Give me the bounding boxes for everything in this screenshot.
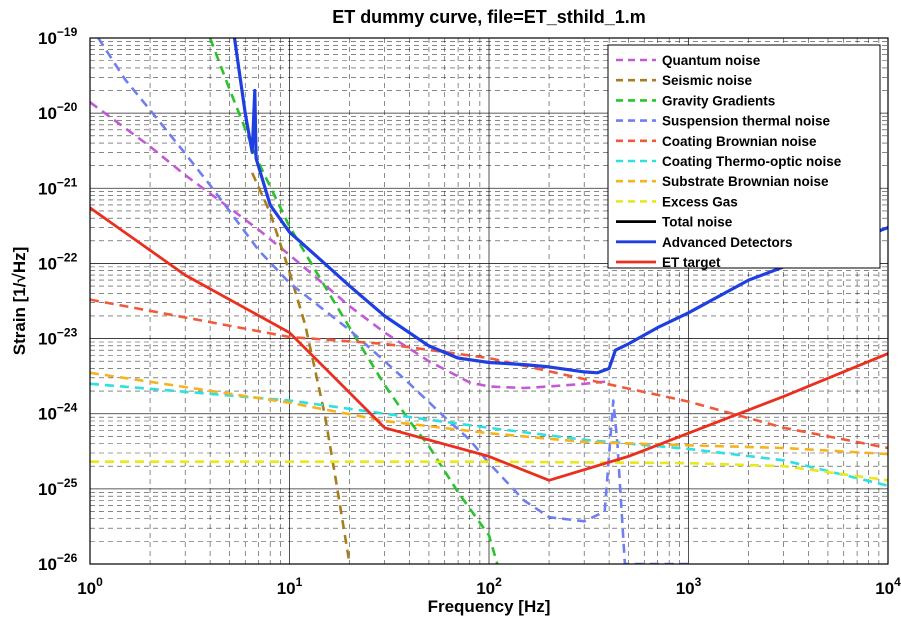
x-tick-label: 103: [676, 575, 702, 598]
legend: Quantum noise Seismic noise Gravity Gradie…: [607, 44, 881, 270]
y-tick-label: 10−25: [38, 476, 78, 499]
legend-label-et-target: ET target: [662, 255, 721, 270]
legend-label-quantum-noise: Quantum noise: [662, 53, 761, 68]
y-tick-label: 10−22: [38, 250, 78, 273]
y-axis-label: Strain [1/√Hz]: [10, 247, 29, 356]
y-tick-label: 10−19: [38, 25, 78, 48]
y-tick-label: 10−26: [38, 551, 78, 574]
x-tick-label: 101: [277, 575, 303, 598]
series-line-quantum-noise: [90, 101, 610, 390]
legend-label-suspension-thermal-noise: Suspension thermal noise: [662, 114, 831, 129]
series-line-coating-thermo-optic-noise: [90, 382, 888, 487]
legend-label-coating-brownian-noise: Coating Brownian noise: [662, 134, 817, 149]
y-tick-label: 10−23: [38, 326, 78, 349]
x-tick-label: 102: [476, 575, 502, 598]
legend-label-seismic-noise: Seismic noise: [662, 73, 753, 88]
series-line-suspension-thermal-noise: [97, 38, 689, 564]
series-line-coating-brownian-noise: [90, 298, 888, 450]
legend-label-coating-thermo-optic-noise: Coating Thermo-optic noise: [662, 154, 842, 169]
series-line-advanced-detectors: [232, 38, 888, 375]
legend-box: [607, 44, 881, 269]
series-line-substrate-brownian-noise: [90, 371, 888, 456]
series-group: [90, 38, 888, 564]
legend-label-excess-gas: Excess Gas: [662, 194, 738, 209]
axis-ticks: 100 101 102 103 104 10−26 10−25 10−24 10−23 10−22…: [38, 25, 901, 598]
legend-label-gravity-gradients: Gravity Gradients: [662, 93, 775, 108]
x-tick-label: 100: [77, 575, 103, 598]
y-tick-label: 10−20: [38, 100, 78, 123]
x-tick-label: 104: [875, 575, 901, 598]
plot-frame: [89, 37, 889, 565]
series-line-seismic-noise: [251, 172, 351, 564]
legend-label-substrate-brownian-noise: Substrate Brownian noise: [662, 174, 829, 189]
series-line-et-target: [90, 206, 888, 482]
series-line-excess-gas: [90, 460, 888, 482]
grid: [90, 38, 888, 564]
y-tick-label: 10−24: [38, 401, 78, 424]
legend-label-advanced-detectors: Advanced Detectors: [662, 235, 793, 250]
y-tick-label: 10−21: [38, 175, 78, 198]
legend-label-total-noise: Total noise: [662, 215, 733, 230]
x-axis-label: Frequency [Hz]: [428, 597, 551, 616]
chart-title: ET dummy curve, file=ET_sthild_1.m: [332, 7, 646, 27]
